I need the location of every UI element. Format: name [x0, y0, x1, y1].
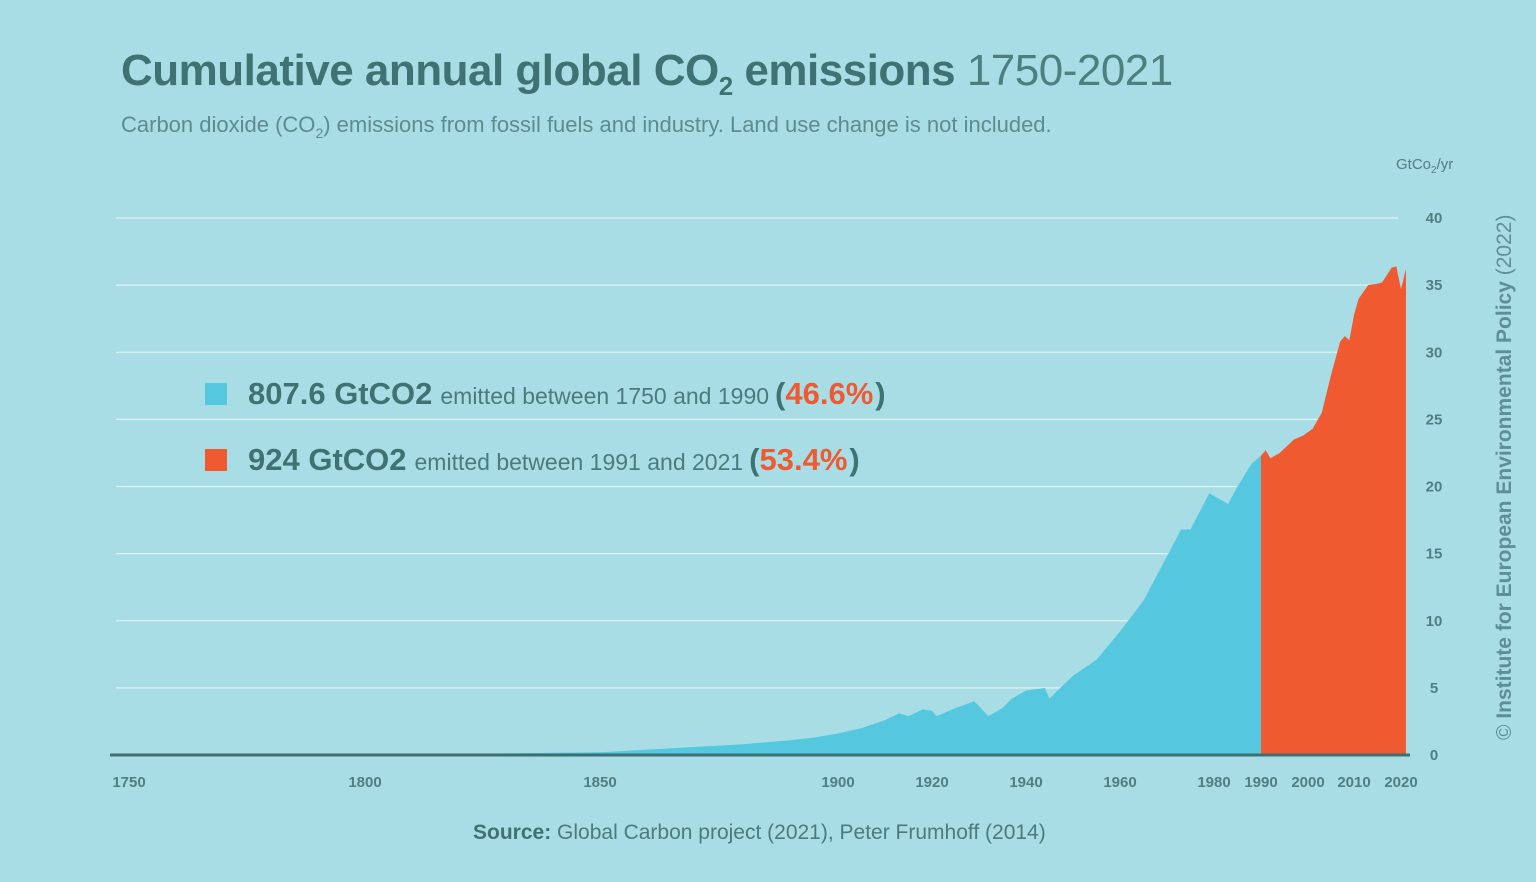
source-text: Global Carbon project (2021), Peter Frum…	[557, 821, 1046, 844]
y-tick-label: 20	[1426, 479, 1443, 496]
copyright-notice: © Institute for European Environmental P…	[1493, 215, 1517, 740]
subtitle-part-a: Carbon dioxide (CO	[121, 112, 316, 137]
area-series-1991-2021	[1261, 266, 1406, 755]
unit-sub: 2	[1431, 165, 1437, 176]
title-after: emissions	[732, 46, 956, 95]
chart-subtitle: Carbon dioxide (CO2) emissions from foss…	[121, 112, 1052, 141]
source-note: Source: Global Carbon project (2021), Pe…	[473, 821, 1046, 845]
legend-paren-open: (	[775, 376, 786, 411]
y-tick-label: 30	[1426, 344, 1443, 361]
y-tick-label: 0	[1430, 747, 1438, 764]
x-tick-label: 1800	[348, 774, 381, 791]
source-label: Source:	[473, 821, 552, 844]
y-tick-label: 15	[1426, 546, 1443, 563]
legend-percent: 53.4%	[759, 442, 848, 477]
copyright-org: Institute for European Environmental Pol…	[1493, 281, 1516, 719]
y-tick-label: 25	[1426, 411, 1443, 428]
y-tick-label: 40	[1426, 210, 1443, 227]
x-tick-label: 1980	[1197, 774, 1230, 791]
legend-swatch-orange	[205, 449, 227, 471]
legend-amount: 924 GtCO2	[248, 442, 407, 477]
area-series-1750-1990	[129, 455, 1261, 755]
title-subscript: 2	[718, 71, 733, 101]
legend-item-before-1990: 807.6 GtCO2 emitted between 1750 and 199…	[205, 376, 886, 412]
legend-percent: 46.6%	[785, 376, 874, 411]
x-tick-label: 1990	[1244, 774, 1277, 791]
x-tick-label: 1850	[583, 774, 616, 791]
unit-a: GtCo	[1396, 156, 1432, 173]
unit-b: /yr	[1436, 156, 1454, 173]
title-years: 1750-2021	[966, 46, 1173, 95]
legend-text: emitted between 1750 and 1990	[440, 383, 770, 409]
x-tick-label: 1920	[915, 774, 948, 791]
subtitle-part-b: ) emissions from fossil fuels and indust…	[323, 112, 1052, 137]
title-main: Cumulative annual global CO	[121, 46, 719, 95]
legend-paren-close: )	[875, 376, 886, 411]
x-tick-label: 2000	[1291, 774, 1324, 791]
legend-text: emitted between 1991 and 2021	[414, 449, 744, 475]
y-tick-label: 35	[1426, 277, 1443, 294]
copyright-icon: ©	[1493, 724, 1516, 740]
x-tick-label: 1900	[821, 774, 854, 791]
chart-title: Cumulative annual global CO2 emissions 1…	[121, 46, 1173, 102]
y-tick-label: 10	[1426, 613, 1443, 630]
legend-amount: 807.6 GtCO2	[248, 376, 433, 411]
subtitle-subscript: 2	[315, 125, 324, 141]
legend-swatch-blue	[205, 383, 227, 405]
legend-item-after-1990: 924 GtCO2 emitted between 1991 and 2021 …	[205, 442, 860, 478]
x-tick-label: 1750	[112, 774, 145, 791]
y-axis-unit: GtCo2/yr	[1396, 156, 1453, 176]
x-tick-label: 1940	[1009, 774, 1042, 791]
legend-paren-open: (	[749, 442, 760, 477]
copyright-year: (2022)	[1493, 214, 1516, 276]
x-tick-label: 2010	[1337, 774, 1370, 791]
y-tick-label: 5	[1430, 680, 1438, 697]
x-tick-label: 2020	[1384, 774, 1417, 791]
x-tick-label: 1960	[1103, 774, 1136, 791]
legend-paren-close: )	[849, 442, 860, 477]
